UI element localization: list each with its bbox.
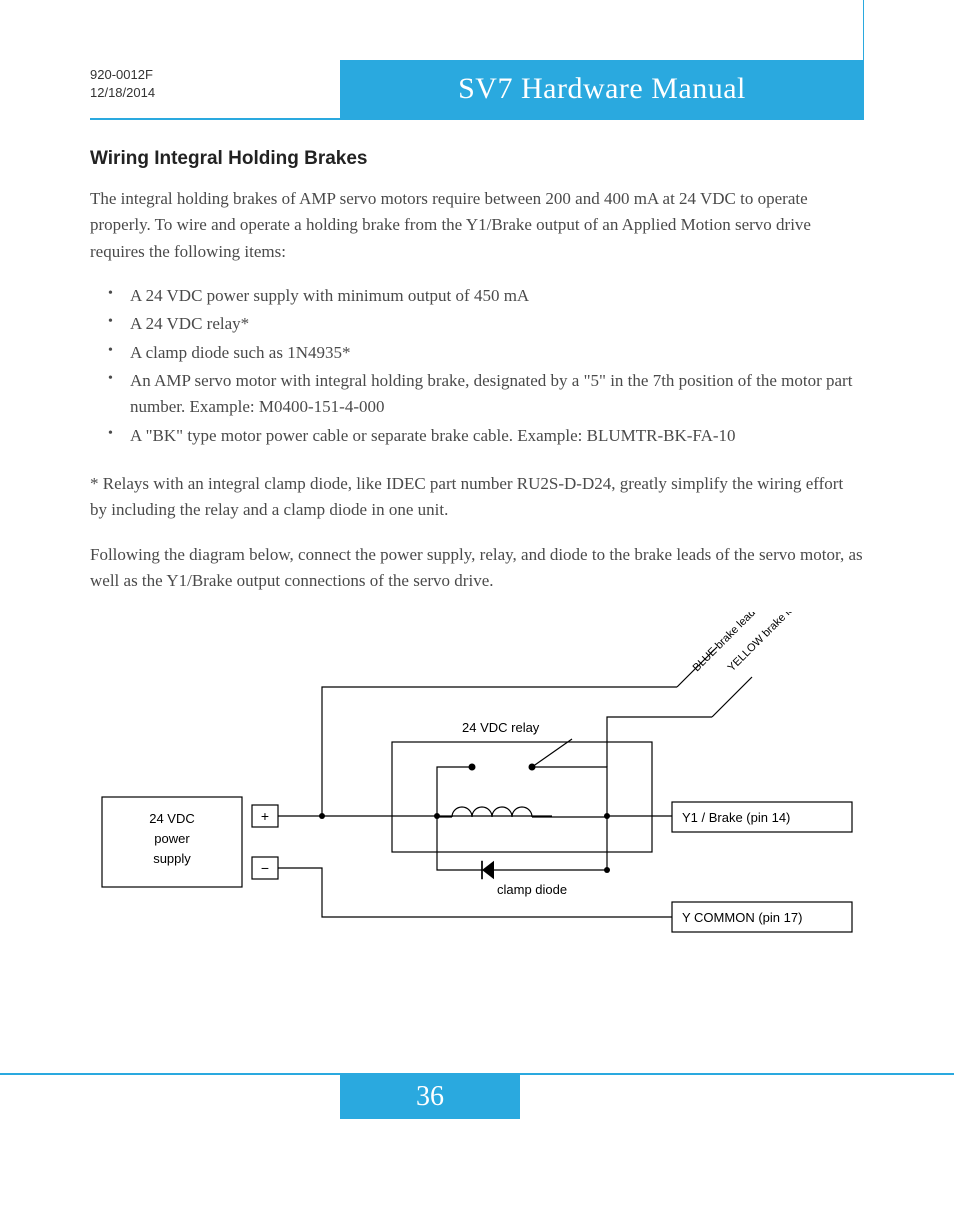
svg-text:power: power (154, 831, 190, 846)
wiring-diagram: 24 VDC power supply + − Y1 / Brake (pin 14) Y … (92, 612, 862, 972)
list-item: An AMP servo motor with integral holding… (90, 368, 864, 421)
page-footer: 36 (0, 1073, 954, 1119)
doc-number: 920-0012F (90, 66, 340, 84)
list-item: A clamp diode such as 1N4935* (90, 340, 864, 366)
list-item: A 24 VDC relay* (90, 311, 864, 337)
svg-text:supply: supply (153, 851, 191, 866)
svg-text:24 VDC: 24 VDC (149, 811, 195, 826)
svg-text:clamp diode: clamp diode (497, 882, 567, 897)
section-heading: Wiring Integral Holding Brakes (90, 148, 864, 170)
list-item: A "BK" type motor power cable or separat… (90, 423, 864, 449)
svg-text:Y1 / Brake (pin 14): Y1 / Brake (pin 14) (682, 810, 790, 825)
requirements-list: A 24 VDC power supply with minimum outpu… (90, 283, 864, 449)
document-page: 920-0012F 12/18/2014 SV7 Hardware Manual… (0, 0, 954, 1209)
svg-text:Y COMMON (pin 17): Y COMMON (pin 17) (682, 910, 802, 925)
note-paragraph: * Relays with an integral clamp diode, l… (90, 471, 864, 524)
doc-date: 12/18/2014 (90, 84, 340, 102)
document-meta: 920-0012F 12/18/2014 (90, 60, 340, 118)
manual-title: SV7 Hardware Manual (340, 60, 864, 118)
footer-spacer (0, 1075, 340, 1119)
intro-paragraph: The integral holding brakes of AMP servo… (90, 186, 864, 265)
instruction-paragraph: Following the diagram below, connect the… (90, 542, 864, 595)
list-item: A 24 VDC power supply with minimum outpu… (90, 283, 864, 309)
page-header: 920-0012F 12/18/2014 SV7 Hardware Manual (90, 60, 864, 120)
wiring-diagram-container: 24 VDC power supply + − Y1 / Brake (pin 14) Y … (90, 612, 864, 972)
page-number: 36 (340, 1075, 520, 1119)
svg-text:+: + (261, 808, 269, 824)
svg-text:−: − (261, 860, 269, 876)
svg-text:24 VDC relay: 24 VDC relay (462, 720, 540, 735)
